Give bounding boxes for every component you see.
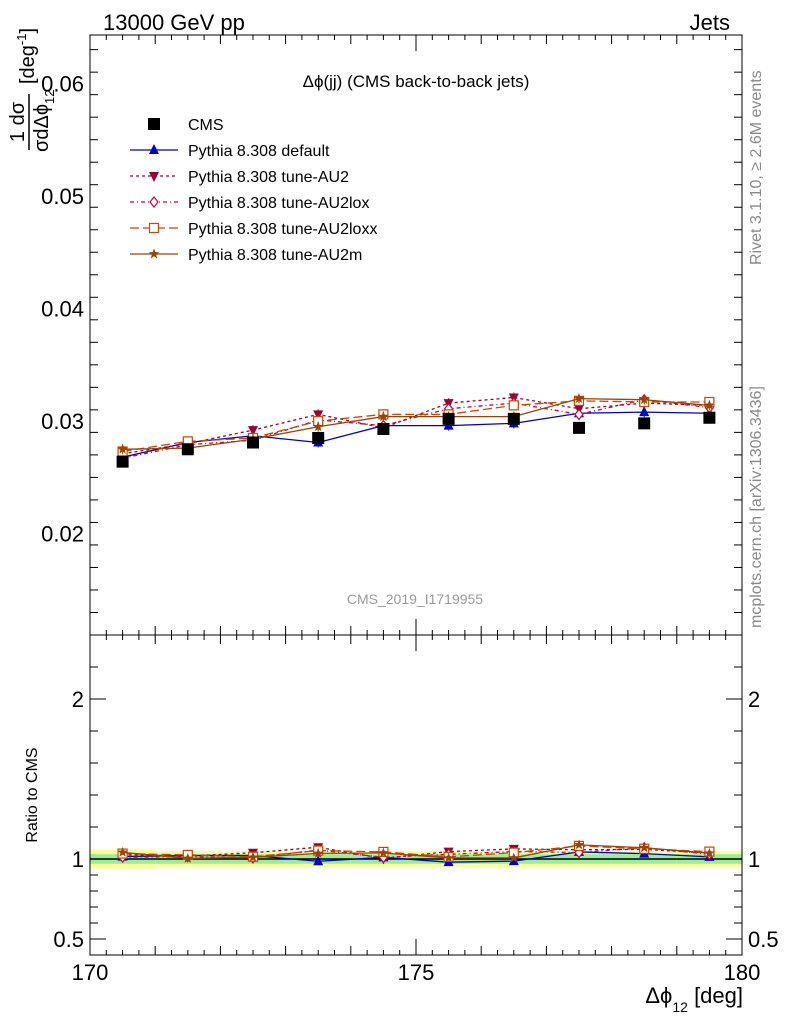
ratio-tick-label-right: 2 [748, 687, 760, 712]
ratio-series-point [508, 852, 520, 863]
ratio-series-point [443, 852, 454, 863]
ratio-series-point [313, 855, 324, 866]
mcplots-text: mcplots.cern.ch [arXiv:1306.3436] [748, 386, 765, 628]
series-point [508, 400, 519, 411]
legend-label: Pythia 8.308 default [188, 143, 330, 160]
legend-marker [149, 172, 159, 182]
legend-label: Pythia 8.308 tune-AU2loxx [188, 221, 377, 238]
ratio-series-point [378, 847, 389, 858]
y-label-unit: [deg-1] [14, 28, 39, 84]
plot-title: Δϕ(jj) (CMS back-to-back jets) [303, 72, 530, 91]
legend-marker [148, 222, 160, 234]
legend-label: Pythia 8.308 tune-AU2 [188, 169, 349, 186]
header-left: 13000 GeV pp [103, 10, 245, 35]
ratio-series-point [704, 847, 715, 858]
legend-label: Pythia 8.308 tune-AU2m [188, 247, 362, 264]
series-line [122, 399, 710, 459]
rivet-version-text: Rivet 3.1.10, ≥ 2.6M events [748, 70, 765, 265]
upper-y-axis-label: 1 dσ σdΔϕ12 [deg-1] [7, 28, 57, 152]
ratio-tick-label: 0.5 [53, 927, 84, 952]
ratio-series-point [247, 851, 259, 862]
y-tick-label: 0.06 [41, 71, 84, 96]
ratio-series-point [182, 852, 194, 863]
series-point [248, 426, 258, 437]
data-point [181, 443, 194, 456]
ratio-series-point [573, 839, 585, 850]
series-line [122, 397, 710, 450]
series-point [312, 421, 324, 432]
legend-marker [148, 248, 160, 259]
series-line [122, 411, 710, 458]
ratio-series-line [122, 845, 710, 858]
series-point [639, 406, 650, 417]
y-tick-label: 0.03 [41, 409, 84, 434]
analysis-watermark: CMS_2019_I1719955 [347, 591, 483, 607]
data-point [507, 412, 520, 425]
y-label-numerator: 1 dσ [7, 101, 29, 142]
ratio-series [117, 839, 715, 867]
x-tick-label: 170 [72, 960, 109, 985]
x-tick-label: 180 [724, 960, 761, 985]
series-point [117, 443, 128, 454]
ratio-series-point [312, 847, 324, 858]
legend: CMS Pythia 8.308 default Pythia 8.308 tune… [130, 117, 377, 264]
ratio-series-point [638, 842, 650, 853]
data-point [116, 455, 129, 468]
data-point [638, 417, 651, 430]
lower-plot-frame [89, 634, 743, 956]
ratio-tick-label-right: 1 [748, 847, 760, 872]
data-point [573, 421, 585, 434]
data-point [703, 411, 716, 424]
data-point [247, 436, 259, 449]
header-right: Jets [690, 10, 730, 35]
data-point [442, 412, 455, 425]
ratio-series-point [117, 846, 128, 857]
x-axis-label: Δϕ12 [deg] [645, 983, 743, 1015]
legend-marker [149, 196, 159, 208]
upper-series [116, 392, 716, 468]
y-label-denominator: σdΔϕ12 [31, 90, 57, 153]
ratio-tick-label-right: 0.5 [748, 927, 779, 952]
y-tick-label: 0.05 [41, 184, 84, 209]
ratio-tick-label: 2 [72, 687, 84, 712]
series-point [704, 399, 715, 410]
legend-marker [149, 144, 159, 154]
ratio-series-line [122, 844, 710, 860]
x-tick-label: 175 [398, 960, 435, 985]
y-tick-label: 0.04 [41, 297, 84, 322]
series-point [638, 394, 650, 405]
data-point [312, 432, 325, 445]
series-line [122, 400, 710, 453]
series-point [573, 393, 585, 404]
ratio-tick-label: 1 [72, 847, 84, 872]
lower-y-axis-label: Ratio to CMS [24, 747, 41, 842]
data-point [377, 422, 390, 435]
series-point [378, 411, 389, 422]
y-tick-label: 0.02 [41, 522, 84, 547]
legend-label: Pythia 8.308 tune-AU2lox [188, 195, 369, 212]
axis-ticks: 170 175 180 0.02 0.03 0.04 0.05 0.06 0.5 0.5 1 1 2 2 [41, 35, 779, 985]
legend-label: CMS [188, 117, 224, 134]
legend-marker [148, 118, 160, 130]
series-point [574, 408, 584, 421]
series-line [122, 396, 710, 455]
